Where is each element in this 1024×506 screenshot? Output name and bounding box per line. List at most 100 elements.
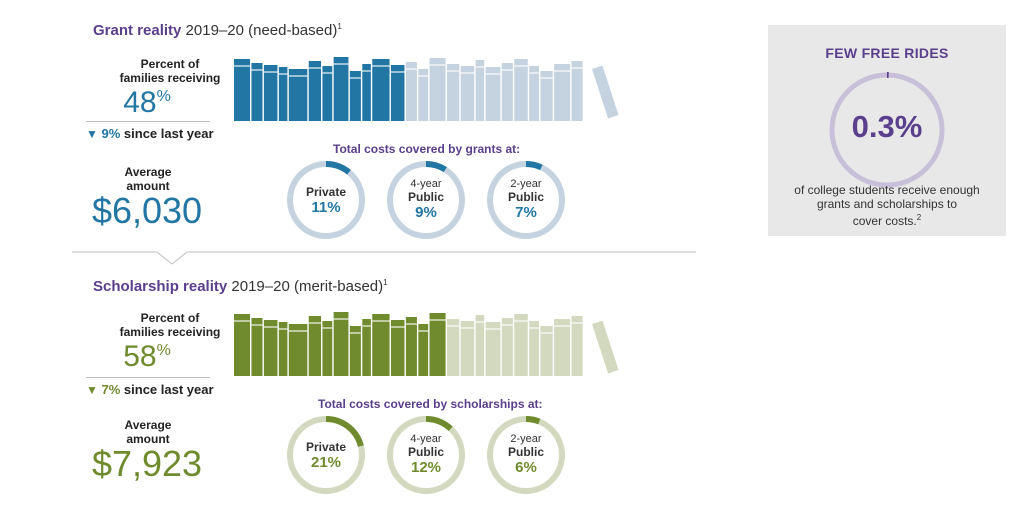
grant-book — [460, 66, 475, 121]
scholarship-book-band — [571, 322, 583, 324]
scholarship-book — [333, 312, 349, 376]
grant-book — [288, 69, 308, 121]
grant-book-band — [540, 77, 553, 79]
scholarship-book-band — [251, 324, 263, 326]
scholarship-book-band — [278, 328, 288, 330]
sidebar-value: 0.3% — [851, 109, 923, 144]
grant-book — [501, 63, 513, 121]
grant-ring-3: 2-year Public 7% — [486, 160, 566, 240]
grant-ring-arc — [425, 161, 447, 173]
grant-percent-number: 48 — [123, 86, 157, 119]
scholarship-book — [418, 324, 429, 376]
scholarship-book — [362, 319, 371, 376]
grant-book — [362, 64, 371, 121]
grant-percent-value: 48% — [72, 86, 222, 120]
grant-ring-label-line1: 2-year — [510, 178, 542, 190]
scholarship-average-label: Average amount — [63, 418, 233, 446]
grant-rings: Private 11% 4-year Public 9% 2-year Public 7% — [283, 160, 583, 240]
scholarship-book — [485, 322, 501, 376]
grant-ring-value: 11% — [311, 199, 341, 216]
sidebar-footnote: 2 — [916, 213, 922, 222]
scholarship-ring-value: 12% — [410, 459, 442, 476]
scholarship-rings-heading: Total costs covered by scholarships at: — [318, 397, 543, 411]
grant-divider — [86, 121, 210, 122]
scholarship-book — [429, 313, 446, 376]
scholarship-book — [308, 316, 322, 376]
grant-percent-label-line1: Percent of — [140, 57, 200, 71]
scholarship-book — [390, 320, 405, 376]
scholarship-change-value: 7% — [101, 382, 121, 397]
scholarship-ring-1: Private 21% — [286, 415, 366, 495]
grant-book-band — [446, 70, 460, 72]
grant-book — [263, 65, 278, 121]
grant-book-band — [349, 77, 361, 79]
grant-book-band — [485, 73, 501, 75]
grant-book — [234, 59, 251, 121]
grant-average-label-line2: amount — [126, 179, 170, 193]
sidebar-ring — [829, 72, 945, 188]
scholarship-ring-label: Public — [407, 445, 444, 459]
scholarship-book-band — [460, 327, 475, 329]
grant-average-label-line1: Average — [124, 165, 172, 179]
scholarship-ring-label: Private — [305, 440, 347, 454]
scholarship-book-band — [372, 320, 390, 322]
scholarship-book — [288, 324, 308, 376]
grant-book-band — [234, 65, 251, 67]
scholarship-rings: Private 21% 4-year Public 12% 2-year Public 6% — [283, 415, 583, 495]
scholarship-book — [460, 321, 475, 376]
grant-title-footnote: 1 — [337, 22, 342, 31]
scholarship-book — [529, 321, 540, 376]
grant-ring-text: 4-year Public 9% — [386, 178, 466, 221]
scholarship-book-band — [418, 330, 429, 332]
grant-book-band — [429, 64, 446, 66]
grant-book-band — [405, 68, 417, 70]
grant-book — [475, 60, 485, 121]
grant-change: ▼ 9% since last year — [86, 126, 214, 141]
scholarship-percent-value: 58% — [72, 340, 222, 374]
grant-percent-label-line2: families receiving — [119, 71, 221, 85]
scholarship-book — [251, 318, 263, 376]
scholarship-book — [405, 317, 417, 376]
scholarship-ring-text: Private 21% — [286, 440, 366, 472]
scholarship-book — [475, 315, 485, 376]
grant-ring-1: Private 11% — [286, 160, 366, 240]
grant-book-band — [362, 70, 371, 72]
scholarship-change: ▼ 7% since last year — [86, 382, 214, 397]
scholarship-book-band — [362, 325, 371, 327]
scholarship-ring-2: 4-year Public 12% — [386, 415, 466, 495]
scholarship-book-band — [322, 327, 333, 329]
grant-percent-sign: % — [156, 88, 171, 105]
scholarship-book — [372, 314, 390, 376]
scholarship-book-band — [390, 326, 405, 328]
grant-book-band — [372, 65, 390, 67]
scholarship-percent-label-line2: families receiving — [119, 325, 221, 339]
grant-book-band — [460, 72, 475, 74]
scholarship-ring-arc — [425, 416, 453, 432]
grant-book-band — [322, 72, 333, 74]
grant-book-band — [333, 63, 349, 65]
few-free-rides-panel: FEW FREE RIDES 0.3% of college students … — [768, 25, 1006, 236]
scholarship-book — [263, 320, 278, 376]
grant-book-band — [418, 75, 429, 77]
down-arrow-icon: ▼ — [86, 383, 98, 397]
section-divider — [72, 251, 696, 265]
grant-ring-2: 4-year Public 9% — [386, 160, 466, 240]
scholarship-average-label-line2: amount — [126, 432, 170, 446]
scholarship-book — [571, 316, 583, 376]
scholarship-percent-label-line1: Percent of — [140, 311, 200, 325]
scholarship-book-band — [540, 332, 553, 334]
grant-book — [554, 64, 571, 121]
grant-book — [540, 71, 553, 121]
scholarship-book — [322, 321, 333, 376]
grant-book — [390, 65, 405, 121]
scholarship-books-chart — [234, 312, 619, 376]
sidebar-title: FEW FREE RIDES — [825, 45, 949, 61]
grant-book-band — [529, 72, 540, 74]
grant-book-band — [308, 67, 322, 69]
scholarship-book-band — [485, 328, 501, 330]
grant-book — [514, 59, 528, 121]
scholarship-book — [514, 314, 528, 376]
grant-book — [418, 69, 429, 121]
grant-book — [429, 58, 446, 121]
grant-book-band — [514, 65, 528, 67]
